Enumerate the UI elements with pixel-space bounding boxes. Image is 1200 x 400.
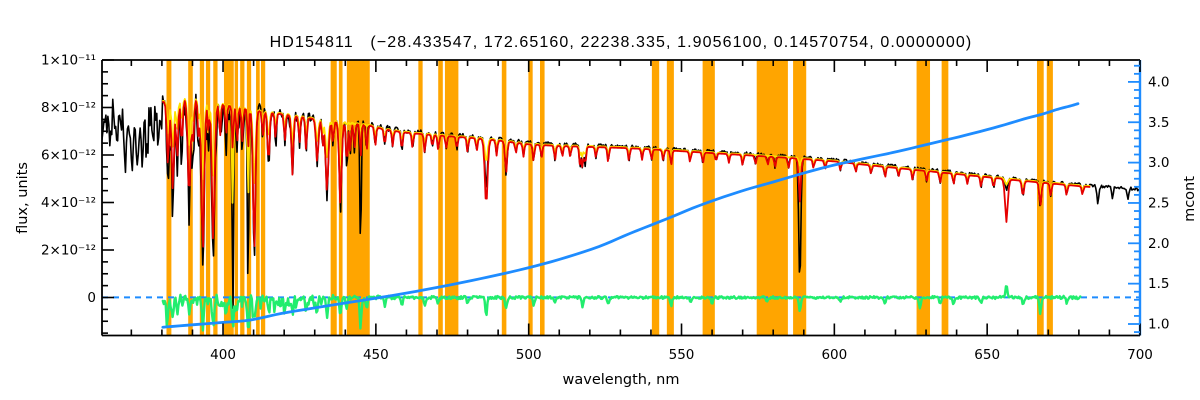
x-axis-label: wavelength, nm xyxy=(563,372,680,388)
mask-band xyxy=(1046,60,1053,336)
flux-tick-label: 6×10⁻¹² xyxy=(41,148,96,164)
mcont-tick-label: 1.5 xyxy=(1148,276,1169,292)
mcont-tick-label: 3.0 xyxy=(1148,155,1169,171)
flux-tick-label: 0 xyxy=(87,290,96,306)
x-tick-label: 550 xyxy=(669,347,695,363)
mask-band xyxy=(916,60,931,336)
mask-band xyxy=(260,60,266,336)
mcont-curve xyxy=(161,102,1080,329)
residual-line xyxy=(161,285,1082,332)
chart-title: HD154811 (−28.433547, 172.65160, 22238.3… xyxy=(270,34,973,51)
flux-tick-label: 2×10⁻¹² xyxy=(41,243,96,259)
mask-band xyxy=(702,60,715,336)
mask-band xyxy=(444,60,459,336)
x-tick-label: 700 xyxy=(1127,347,1153,363)
x-tick-label: 500 xyxy=(516,347,542,363)
mask-band xyxy=(438,60,443,336)
x-tick-label: 400 xyxy=(210,347,236,363)
telluric-mask-bands xyxy=(166,60,1053,336)
mask-band xyxy=(540,60,545,336)
x-tick-label: 650 xyxy=(974,347,1000,363)
mcont-tick-label: 3.5 xyxy=(1148,115,1169,131)
mcont-tick-label: 2.0 xyxy=(1148,236,1169,252)
mask-band xyxy=(666,60,674,336)
mask-band xyxy=(234,60,239,336)
mask-band xyxy=(501,60,507,336)
mask-band xyxy=(756,60,788,336)
x-tick-label: 450 xyxy=(363,347,389,363)
mask-band xyxy=(528,60,533,336)
mask-band xyxy=(941,60,949,336)
mask-band xyxy=(651,60,660,336)
spectrum-series xyxy=(102,93,1140,332)
mask-band xyxy=(346,60,370,336)
mask-band xyxy=(205,60,211,336)
mcont-tick-label: 4.0 xyxy=(1148,74,1169,90)
mask-band xyxy=(330,60,337,336)
mask-band xyxy=(240,60,245,336)
mask-band xyxy=(418,60,423,336)
mask-band xyxy=(256,60,260,336)
fitted-model-line xyxy=(161,100,1091,248)
x-tick-label: 600 xyxy=(821,347,847,363)
mcont-axis-label: mcont xyxy=(1182,176,1198,222)
flux-axis-label: flux, units xyxy=(15,162,31,234)
flux-tick-label: 4×10⁻¹² xyxy=(41,195,96,211)
mask-band xyxy=(188,60,193,336)
mask-band xyxy=(166,60,172,336)
mcont-tick-label: 2.5 xyxy=(1148,195,1169,211)
axes: 400 450 500 550 600 650 700 0 2×10⁻¹² 4×10⁻¹² 6×10… xyxy=(41,53,1170,364)
flux-tick-label: 8×10⁻¹² xyxy=(41,100,96,116)
mcont-tick-label: 1.0 xyxy=(1148,317,1169,333)
mask-band xyxy=(223,60,234,336)
continuum-model-line xyxy=(161,98,1091,204)
flux-tick-label: 1×10⁻¹¹ xyxy=(41,53,96,69)
